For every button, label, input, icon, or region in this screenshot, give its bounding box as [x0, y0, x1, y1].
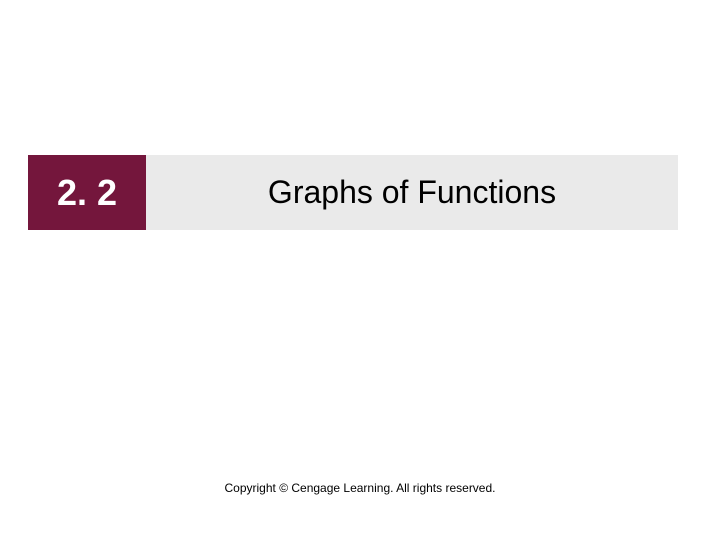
section-number: 2. 2: [57, 172, 117, 214]
section-number-box: 2. 2: [28, 155, 146, 230]
header-bar: 2. 2 Graphs of Functions: [28, 155, 678, 230]
copyright-text: Copyright © Cengage Learning. All rights…: [0, 481, 720, 495]
section-title: Graphs of Functions: [268, 174, 556, 211]
section-title-box: Graphs of Functions: [146, 155, 678, 230]
